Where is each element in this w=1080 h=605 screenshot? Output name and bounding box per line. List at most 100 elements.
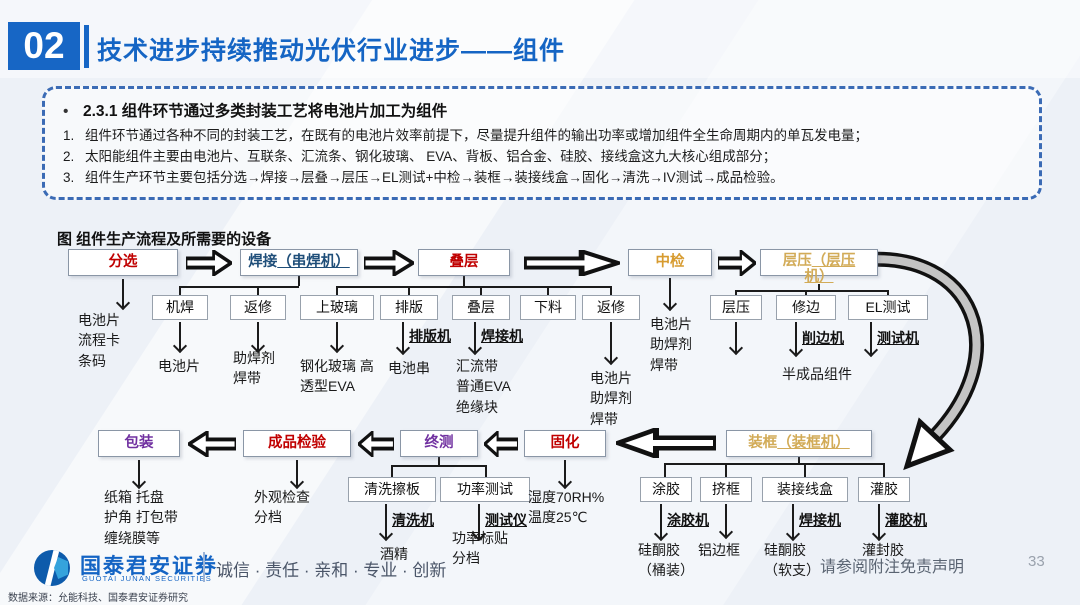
connector-line: [735, 290, 737, 296]
step-midcheck-label: 中检: [655, 254, 685, 270]
machine-label-clean: 清洗机: [392, 512, 434, 528]
summary-box: • 2.3.1 组件环节通过多类封装工艺将电池片加工为组件 1. 组件环节通过各种不…: [42, 86, 1042, 200]
connector-line: [298, 276, 300, 286]
summary-heading-text: 2.3.1 组件环节通过多类封装工艺将电池片加工为组件: [83, 103, 448, 120]
layout-output: 电池串: [388, 360, 430, 376]
sub-step-layout-box: 排版: [380, 295, 438, 320]
stack-output: 汇流带 普通EVA 绝缘块: [456, 358, 511, 415]
figure-title: 图 组件生产流程及所需要的设备: [57, 231, 272, 248]
step-lamination-box: 层压（层压机）: [760, 249, 878, 285]
page-title: 技术进步持续推动光伏行业进步——组件: [97, 37, 566, 65]
step-welding-box: 焊接（串焊机）: [240, 249, 358, 276]
arrow-inspection-to-packing-icon: [188, 431, 236, 457]
step-framing-box: 装框（装框机）: [726, 430, 872, 457]
sub-step-unload-box: 下料: [520, 295, 576, 320]
sub-step-glue-box: 涂胶: [640, 477, 692, 502]
company-name-en: GUOTAI JUNAN SECURITIES: [82, 574, 212, 583]
step-layup-label: 叠层: [449, 254, 479, 270]
midcheck-output: 电池片 助焊剂 焊带: [650, 316, 692, 373]
bullet-icon: •: [63, 103, 69, 120]
connector-line: [883, 463, 885, 477]
rework2-output: 电池片 助焊剂 焊带: [590, 370, 632, 427]
connector-line: [547, 286, 549, 295]
sub-step-laminate-box: 层压: [710, 295, 762, 320]
curved-flow-arrow-icon: [862, 251, 984, 471]
down-arrow-icon: [179, 322, 181, 350]
sub-step-glass-box: 上玻璃: [300, 295, 374, 320]
step-curing-label: 固化: [550, 435, 580, 451]
welding-machine-label: （串焊机）: [277, 254, 350, 270]
down-arrow-icon: [735, 322, 737, 352]
connector-line: [337, 286, 611, 288]
step-midcheck-box: 中检: [628, 249, 712, 276]
sorting-output: 电池片 流程卡 条码: [78, 312, 120, 369]
disclaimer-text: 请参阅附注免责声明: [820, 559, 965, 576]
frame-output: 铝边框: [698, 542, 740, 558]
down-arrow-icon: [564, 460, 566, 486]
machine-label-potting: 灌胶机: [885, 512, 927, 528]
summary-item: 1. 组件环节通过各种不同的封装工艺，在既有的电池片效率前提下，尽量提升组件的输出…: [63, 125, 1021, 146]
connector-line: [818, 284, 820, 291]
sub-step-potting-box: 灌胶: [858, 477, 910, 502]
connector-line: [664, 463, 666, 477]
connector-line: [392, 465, 486, 467]
item-text: 太阳能组件主要由电池片、互联条、汇流条、钢化玻璃、 EVA、背板、铝合金、硅胶、…: [85, 149, 777, 165]
down-arrow-icon: [474, 322, 476, 352]
step-welding-label: 焊接: [248, 254, 278, 270]
arrow-framing-to-curing-icon: [616, 428, 716, 458]
step-finaltest-box: 终测: [400, 430, 478, 457]
connector-line: [805, 290, 807, 296]
footer-slogan: 诚信 · 责任 · 亲和 · 专业 · 创新: [216, 561, 447, 580]
step-curing-box: 固化: [524, 430, 606, 457]
summary-item: 3. 组件生产环节主要包括分选→焊接→层叠→层压→EL测试+中检→装框→装接线盒→…: [63, 167, 1021, 188]
junction-output: 硅酮胶 （软支）: [764, 542, 820, 579]
down-arrow-icon: [336, 322, 338, 350]
connector-line: [887, 290, 889, 296]
arrow-layup-to-midcheck-icon: [524, 250, 620, 276]
lamination-machine-label: （层压机）: [804, 253, 856, 285]
inspection-output: 外观检查 分档: [254, 489, 310, 526]
connector-line: [257, 286, 259, 295]
step-inspection-label: 成品检验: [268, 435, 326, 451]
sub-step-rework-box: 返修: [230, 295, 286, 320]
rework-output: 助焊剂 焊带: [233, 350, 275, 387]
connector-line: [665, 463, 885, 465]
potting-output: 灌封胶: [862, 542, 904, 558]
down-arrow-icon: [795, 322, 797, 354]
sub-step-trim-box: 修边: [776, 295, 836, 320]
connector-line: [463, 276, 465, 286]
glass-output: 钢化玻璃 高 透型EVA: [300, 358, 374, 395]
down-arrow-icon: [669, 278, 671, 308]
sub-step-eltest-box: EL测试: [848, 295, 928, 320]
down-arrow-icon: [792, 504, 794, 538]
down-arrow-icon: [870, 322, 872, 354]
item-text: 组件环节通过各种不同的封装工艺，在既有的电池片效率前提下，尽量提升组件的输出功率…: [85, 128, 868, 143]
machine-label-layout: 排版机: [409, 328, 451, 344]
sub-step-autoweld-box: 机焊: [152, 295, 208, 320]
step-packing-box: 包装: [98, 430, 180, 457]
arrow-midcheck-to-lamination-icon: [718, 250, 756, 276]
page-number: 33: [1028, 553, 1045, 570]
step-sorting-box: 分选: [68, 249, 178, 276]
packing-output: 纸箱 托盘 护角 打包带 缠绕膜等: [104, 489, 178, 546]
connector-line: [480, 286, 482, 295]
item-number: 1.: [63, 128, 75, 143]
connector-line: [610, 286, 612, 295]
summary-heading: • 2.3.1 组件环节通过多类封装工艺将电池片加工为组件: [63, 99, 1021, 121]
item-text: 组件生产环节主要包括分选→焊接→层叠→层压→EL测试+中检→装框→装接线盒→固化…: [85, 170, 784, 186]
sub-step-cleanwipe-box: 清洗擦板: [348, 477, 436, 502]
connector-line: [485, 465, 487, 477]
arrow-curing-to-finaltest-icon: [484, 431, 518, 457]
down-arrow-icon: [610, 322, 612, 362]
connector-line: [804, 463, 806, 477]
footer-divider: [203, 552, 205, 582]
connector-line: [725, 463, 727, 477]
step-sorting-label: 分选: [108, 254, 138, 270]
section-number-badge: 02: [8, 22, 80, 70]
machine-label-junction: 焊接机: [799, 512, 841, 528]
arrow-welding-to-layup-icon: [364, 250, 414, 276]
arrow-sorting-to-welding-icon: [186, 250, 232, 276]
down-arrow-icon: [257, 322, 259, 350]
step-lamination-label: 层压: [782, 253, 812, 269]
sub-step-powertest-box: 功率测试: [440, 477, 530, 502]
